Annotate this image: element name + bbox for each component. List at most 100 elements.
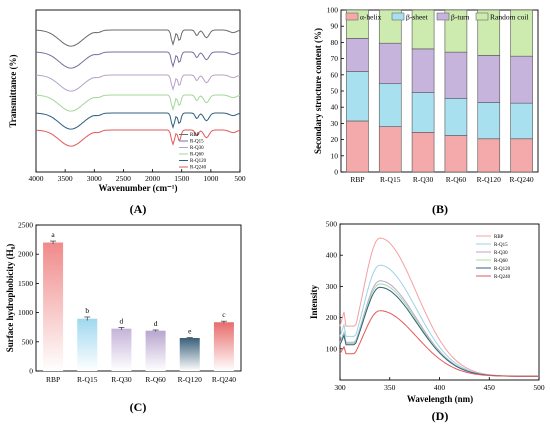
panel-b-ytick-label: 80 xyxy=(331,38,339,47)
panel-d-legend-label: R-Q60 xyxy=(494,259,508,264)
panel-b-ytick-label: 50 xyxy=(331,87,339,96)
panel-d-xtick-label: 500 xyxy=(533,383,545,392)
panel-b-legend-label: Random coil xyxy=(490,13,529,22)
panel-d-ylabel: Intensity xyxy=(309,285,319,320)
panel-a-legend-label: R-Q240 xyxy=(190,166,207,171)
panel-c-category-label: RBP xyxy=(46,375,60,384)
panel-b-category-label: R-Q120 xyxy=(477,175,501,184)
panel-a-xtick-label: 1000 xyxy=(203,174,218,183)
panel-b-bar-segment xyxy=(477,9,501,56)
panel-d-xlabel: Wavelength (nm) xyxy=(407,394,473,404)
panel-d-ytick-label: 500 xyxy=(326,220,338,229)
panel-b-ytick-label: 70 xyxy=(331,54,339,63)
panel-b-bar-segment xyxy=(510,9,533,57)
panel-c-significance-letter: b xyxy=(85,306,89,315)
panel-b-bar-segment xyxy=(411,9,435,50)
panel-b-ytick-label: 0 xyxy=(334,168,338,177)
panel-a-series-line xyxy=(35,129,241,147)
panel-d-xtick-label: 350 xyxy=(384,383,396,392)
panel-b-ytick-label: 60 xyxy=(331,70,339,79)
panel-a-xtick-label: 3500 xyxy=(58,174,73,183)
panel-b-category-label: R-Q60 xyxy=(446,175,467,184)
panel-d: 300 350 400 450 500 100 200 300 400 500 RBP R-Q15 R… xyxy=(309,220,545,424)
panel-b-ylabel: Secondary structure content (%) xyxy=(313,28,323,154)
panel-c-label: (C) xyxy=(130,400,147,414)
panel-a-frame xyxy=(35,9,241,173)
panel-b-bar-segment xyxy=(411,48,435,93)
panel-d-legend-label: R-Q15 xyxy=(494,243,508,248)
panel-a-series-line xyxy=(35,51,241,69)
panel-b-bar-segment xyxy=(477,55,501,103)
panel-a-xtick-label: 500 xyxy=(234,174,246,183)
panel-d-series-line xyxy=(339,237,539,377)
panel-d-legend-label: RBP xyxy=(494,235,504,240)
panel-c-ylabel: Surface hydrophobicity (H₀) xyxy=(5,244,15,353)
panel-a-series-line xyxy=(35,112,241,130)
panel-c-bar xyxy=(145,330,166,371)
panel-a-legend-label: RBP xyxy=(190,133,200,138)
panel-b-ytick-label: 100 xyxy=(327,6,339,15)
panel-c-ytick-label: 1500 xyxy=(18,279,33,288)
panel-d-series-line xyxy=(339,286,539,377)
panel-d-series-line xyxy=(339,280,539,377)
panel-b-ytick-label: 10 xyxy=(331,151,339,160)
panel-a-label: (A) xyxy=(130,202,147,216)
panel-b-legend-swatch xyxy=(391,12,405,21)
panel-c-bar xyxy=(43,242,64,371)
panel-b-bar-segment xyxy=(477,102,501,140)
panel-c-ytick-label: 500 xyxy=(22,337,34,346)
panel-c-bar xyxy=(179,338,200,371)
panel-c-bar xyxy=(77,318,98,371)
panel-c-ytick-label: 2500 xyxy=(18,221,33,230)
panel-a-ylabel: Transmittance (%) xyxy=(8,54,18,127)
panel-b-bar-segment xyxy=(477,138,501,173)
panel-b-category-label: R-Q15 xyxy=(380,175,401,184)
panel-d-legend-label: R-Q30 xyxy=(494,251,508,256)
panel-b-bar-segment xyxy=(510,102,533,140)
panel-b-bar-segment xyxy=(346,120,369,173)
panel-b-legend-swatch xyxy=(345,12,359,21)
panel-b-bar-segment xyxy=(346,38,369,72)
panel-c-category-label: R-Q60 xyxy=(145,375,166,384)
panel-b-ytick-label: 20 xyxy=(331,135,339,144)
panel-b-ytick-label: 40 xyxy=(331,103,339,112)
panel-b-legend-swatch xyxy=(436,12,450,21)
panel-b-category-label: R-Q30 xyxy=(413,175,434,184)
panel-b-ytick-label: 90 xyxy=(331,22,339,31)
panel-b-legend-label: α-helix xyxy=(360,13,382,22)
panel-d-series-line xyxy=(339,283,539,377)
panel-a-legend-label: R-Q30 xyxy=(190,146,204,151)
panel-a-legend-label: R-Q60 xyxy=(190,153,204,158)
panel-b-ytick-label: 30 xyxy=(331,119,339,128)
panel-b-bar-segment xyxy=(510,138,533,173)
panel-b-bar-segment xyxy=(411,132,435,173)
panel-b-bar-segment xyxy=(411,92,435,133)
panel-b: 0 10 20 30 40 50 60 70 80 90 100 RBP R-Q15 R-Q30 R-Q60… xyxy=(313,6,539,216)
panel-d-legend-label: R-Q240 xyxy=(494,275,511,280)
panel-b-category-label: R-Q240 xyxy=(509,175,533,184)
panel-a-xtick-label: 2500 xyxy=(116,174,131,183)
panel-a-xtick-label: 2000 xyxy=(145,174,160,183)
panel-a-series-line xyxy=(35,29,241,47)
panel-c-significance-letter: e xyxy=(188,327,192,336)
panel-b-bar-segment xyxy=(444,135,468,173)
panel-b-bar-segment xyxy=(378,126,402,173)
panel-c-ytick-label: 0 xyxy=(29,367,33,376)
panel-a-xtick-label: 3000 xyxy=(87,174,102,183)
panel-a-legend-label: R-Q120 xyxy=(190,159,207,164)
panel-a: 4000 3500 3000 2500 2000 1500 1000 500 RBP R-Q15… xyxy=(8,9,246,216)
panel-c-category-label: R-Q15 xyxy=(77,375,98,384)
panel-c-bar xyxy=(111,328,132,371)
panel-d-xtick-label: 400 xyxy=(434,383,446,392)
panel-a-series-line xyxy=(35,74,241,92)
panel-c-significance-letter: c xyxy=(222,310,226,319)
panel-a-xlabel: Wavenumber (cm⁻¹) xyxy=(98,183,177,193)
panel-b-bar-segment xyxy=(378,42,402,85)
panel-c: 0 500 1000 1500 2000 2500 RBP R-Q15 R-Q30 R-Q60 R-… xyxy=(5,221,242,414)
panel-c-significance-letter: d xyxy=(154,319,158,328)
panel-c-category-label: R-Q30 xyxy=(111,375,132,384)
panel-c-frame xyxy=(35,224,242,372)
panel-c-ytick-label: 2000 xyxy=(18,250,33,259)
panel-d-xtick-label: 450 xyxy=(484,383,496,392)
panel-a-xtick-label: 4000 xyxy=(29,174,44,183)
